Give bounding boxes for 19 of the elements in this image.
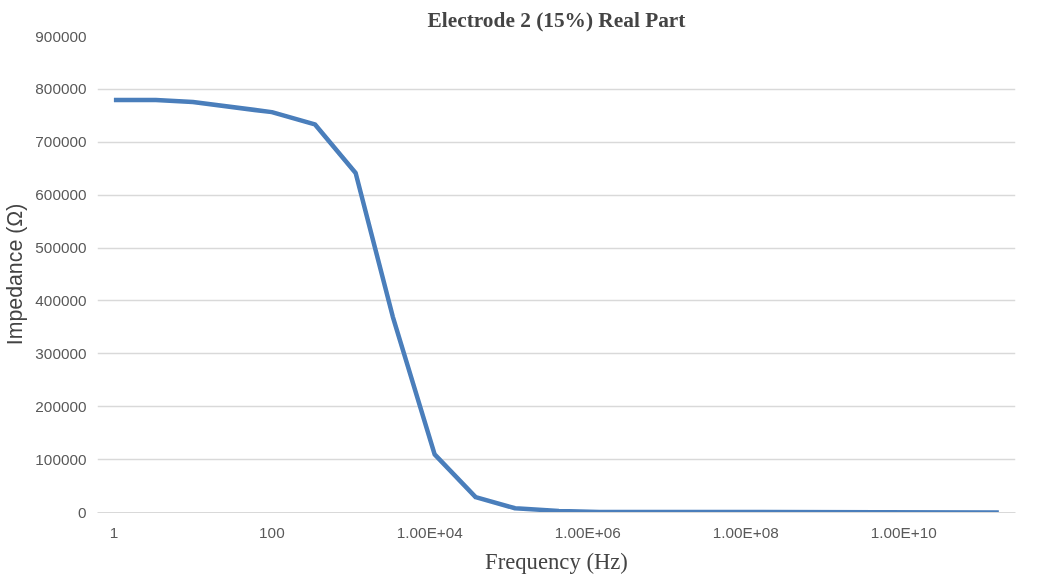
y-tick-label: 400000 xyxy=(35,291,87,309)
y-tick-label: 100000 xyxy=(35,450,87,468)
y-tick-label: 200000 xyxy=(35,397,87,415)
x-tick-label: 1.00E+04 xyxy=(396,523,464,541)
y-tick-label: 600000 xyxy=(35,186,87,204)
y-tick-label: 0 xyxy=(77,503,87,521)
y-tick-label: 500000 xyxy=(35,239,87,257)
chart-title: Electrode 2 (15%) Real Part xyxy=(427,7,687,32)
x-tick-label: 1 xyxy=(109,523,119,541)
y-tick-label: 900000 xyxy=(35,27,87,45)
x-tick-label: 1.00E+08 xyxy=(712,523,779,541)
y-axis-title: Impedance (Ω) xyxy=(3,203,28,346)
x-axis-title: Frequency (Hz) xyxy=(485,548,628,574)
y-tick-label: 800000 xyxy=(35,80,87,98)
y-tick-label: 700000 xyxy=(35,133,87,151)
y-tick-label: 300000 xyxy=(35,344,87,362)
x-tick-label: 1.00E+10 xyxy=(870,523,937,541)
x-tick-label: 1.00E+06 xyxy=(554,523,621,541)
x-tick-label: 100 xyxy=(259,523,285,541)
